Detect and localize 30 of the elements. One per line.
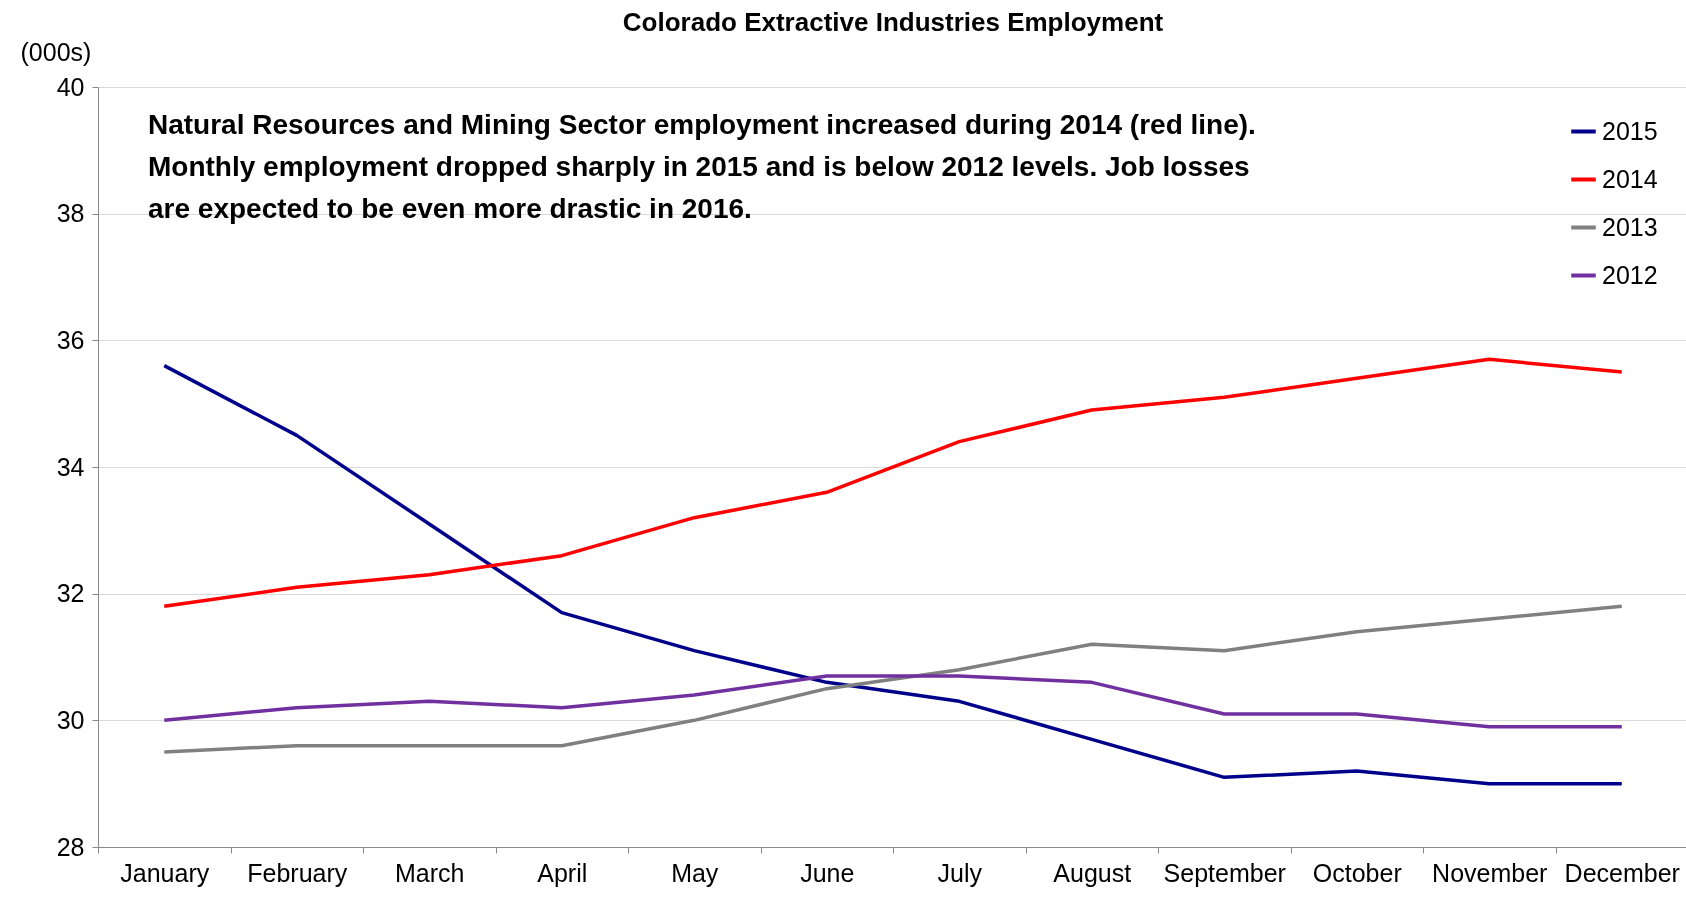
- y-tick-label: 38: [56, 199, 85, 228]
- y-tick-label: 40: [56, 72, 85, 101]
- x-tick-label: March: [395, 858, 465, 887]
- y-axis-title: (000s): [20, 37, 92, 66]
- x-tick-label: September: [1163, 858, 1286, 887]
- x-tick-label: July: [937, 858, 983, 887]
- legend-label: 2014: [1602, 164, 1658, 193]
- y-tick-label: 34: [56, 452, 85, 481]
- x-tick-label: May: [671, 858, 719, 887]
- line-series: [162, 357, 1624, 609]
- chart-title: Colorado Extractive Industries Employment: [622, 7, 1164, 37]
- y-tick-label: 32: [56, 579, 85, 608]
- x-tick-label: August: [1053, 858, 1132, 887]
- legend-label: 2012: [1602, 260, 1658, 289]
- y-tick-label: 30: [56, 705, 85, 734]
- x-tick-label: December: [1564, 858, 1680, 887]
- x-tick-label: June: [800, 858, 855, 887]
- x-tick-label: October: [1312, 858, 1402, 887]
- annotation: Natural Resources and Mining Sector employment increased during 2014 (red line). Monthly employment dropped sharply in 2015 and is below 2012 levels. Job losses are expected to be even more drastic in 2016.: [148, 109, 1256, 224]
- x-tick-label: February: [247, 858, 348, 887]
- x-tick-label: January: [120, 858, 210, 887]
- line-series: [162, 363, 1624, 786]
- x-tick-label: November: [1432, 858, 1548, 887]
- line-series: [162, 604, 1624, 754]
- legend-label: 2015: [1602, 116, 1658, 145]
- legend-label: 2013: [1602, 212, 1658, 241]
- y-tick-label: 36: [56, 325, 85, 354]
- line-series: [162, 674, 1624, 729]
- y-tick-label: 28: [56, 832, 85, 861]
- x-tick-label: April: [537, 858, 588, 887]
